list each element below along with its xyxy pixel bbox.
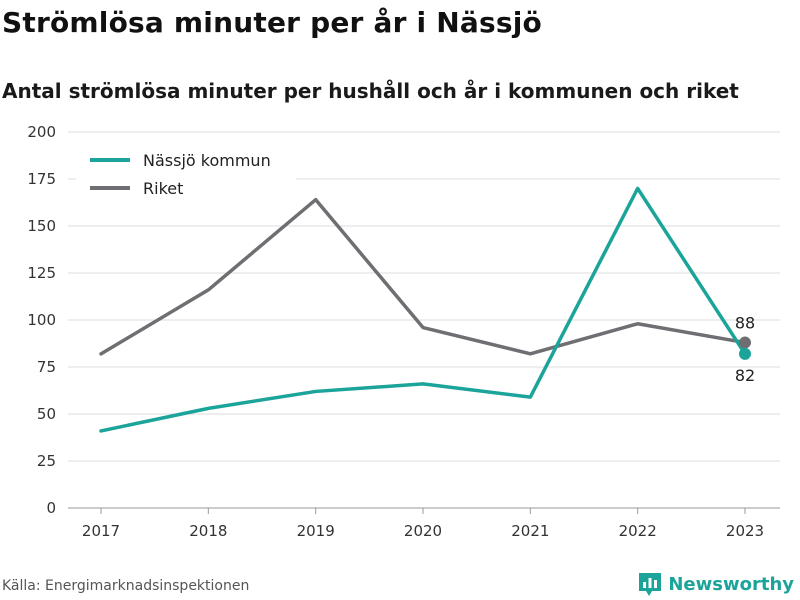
bar-chart-logo-icon xyxy=(639,573,662,596)
legend-background xyxy=(76,144,296,206)
x-tick-label: 2021 xyxy=(511,522,549,540)
end-point-dot xyxy=(739,347,751,360)
y-tick-label: 0 xyxy=(46,499,56,517)
brand-name: Newsworthy xyxy=(668,573,794,595)
chart-title: Strömlösa minuter per år i Nässjö xyxy=(2,6,542,39)
y-tick-label: 75 xyxy=(37,358,56,376)
y-tick-label: 150 xyxy=(27,217,56,235)
x-tick-label: 2019 xyxy=(297,522,335,540)
y-tick-label: 175 xyxy=(27,170,56,188)
x-tick-label: 2018 xyxy=(189,522,227,540)
x-tick-label: 2022 xyxy=(619,522,657,540)
source-note: Källa: Energimarknadsinspektionen xyxy=(2,578,250,594)
y-tick-label: 125 xyxy=(27,264,56,282)
legend-label: Nässjö kommun xyxy=(143,151,271,170)
x-tick-label: 2020 xyxy=(404,522,442,540)
series-line-nassjo-kommun xyxy=(99,186,747,433)
series-line-riket xyxy=(99,197,747,356)
x-tick-label: 2017 xyxy=(82,522,120,540)
legend-label: Riket xyxy=(143,179,183,198)
end-point-dot xyxy=(739,336,751,349)
end-value-label: 88 xyxy=(735,314,755,333)
y-tick-label: 25 xyxy=(37,452,56,470)
y-tick-label: 100 xyxy=(27,311,56,329)
y-tick-label: 50 xyxy=(37,405,56,423)
line-chart: 0 25 50 75 100 125 150 175 200 2017 2018 2019 2020 20… xyxy=(27,123,780,540)
chart-subtitle: Antal strömlösa minuter per hushåll och … xyxy=(2,79,739,103)
y-tick-label: 200 xyxy=(27,123,56,141)
brand-logo: Newsworthy xyxy=(638,568,794,600)
end-value-label: 82 xyxy=(735,366,755,385)
x-tick-label: 2023 xyxy=(726,522,764,540)
